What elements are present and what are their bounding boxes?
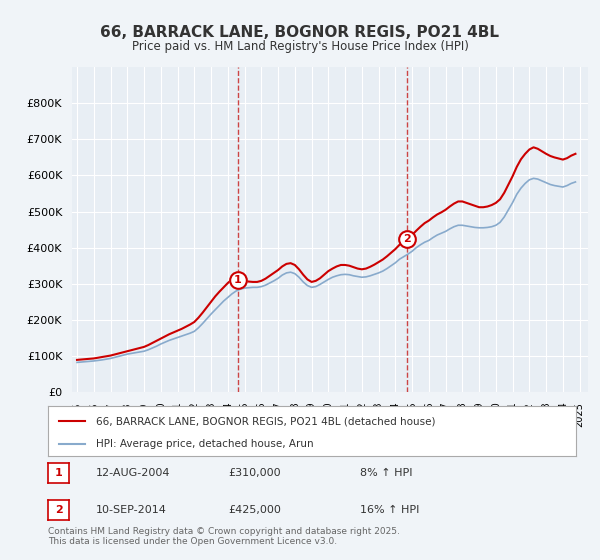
Text: 66, BARRACK LANE, BOGNOR REGIS, PO21 4BL (detached house): 66, BARRACK LANE, BOGNOR REGIS, PO21 4BL… <box>95 416 435 426</box>
Text: 10-SEP-2014: 10-SEP-2014 <box>96 505 167 515</box>
Text: 1: 1 <box>234 275 242 285</box>
Text: £310,000: £310,000 <box>228 468 281 478</box>
Text: 8% ↑ HPI: 8% ↑ HPI <box>360 468 413 478</box>
Text: Contains HM Land Registry data © Crown copyright and database right 2025.
This d: Contains HM Land Registry data © Crown c… <box>48 526 400 546</box>
Text: 12-AUG-2004: 12-AUG-2004 <box>96 468 170 478</box>
Text: 1: 1 <box>55 468 62 478</box>
Text: £425,000: £425,000 <box>228 505 281 515</box>
Text: 2: 2 <box>403 234 411 244</box>
Text: 16% ↑ HPI: 16% ↑ HPI <box>360 505 419 515</box>
Text: 2: 2 <box>55 505 62 515</box>
Text: 66, BARRACK LANE, BOGNOR REGIS, PO21 4BL: 66, BARRACK LANE, BOGNOR REGIS, PO21 4BL <box>101 25 499 40</box>
Text: HPI: Average price, detached house, Arun: HPI: Average price, detached house, Arun <box>95 439 313 449</box>
Text: Price paid vs. HM Land Registry's House Price Index (HPI): Price paid vs. HM Land Registry's House … <box>131 40 469 53</box>
